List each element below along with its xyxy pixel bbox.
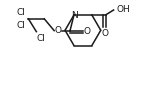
Text: Cl: Cl (36, 34, 45, 43)
Text: Cl: Cl (17, 8, 25, 17)
Text: O: O (55, 26, 62, 35)
Text: N: N (72, 11, 78, 20)
Text: O: O (84, 27, 91, 36)
Text: OH: OH (117, 5, 130, 14)
Text: Cl: Cl (17, 21, 25, 30)
Text: O: O (101, 29, 108, 38)
